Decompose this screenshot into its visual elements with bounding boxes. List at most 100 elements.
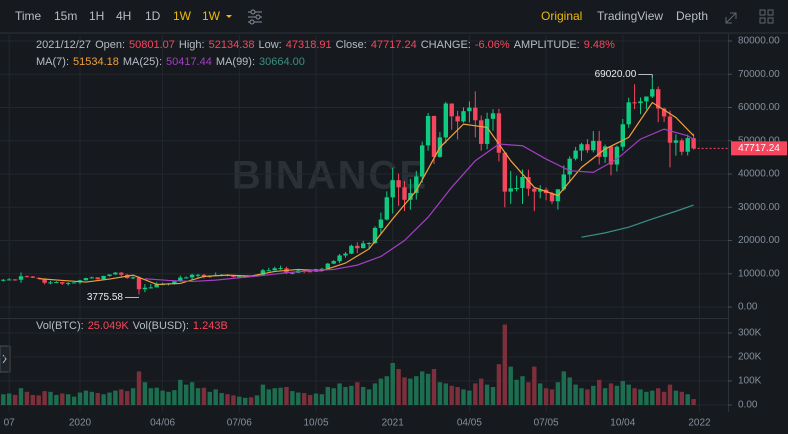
volume-bar [532, 366, 537, 406]
volume-bar [248, 397, 254, 406]
x-tick-label: 07/05 [534, 418, 559, 429]
view-tab-active[interactable]: Original [541, 9, 583, 23]
interval-button[interactable]: Time [15, 9, 42, 23]
ohlc-header: 2021/12/27 Open: 50801.07 High: 52134.38… [36, 39, 619, 51]
candle-body [626, 102, 631, 125]
volume-bar [107, 392, 112, 406]
volume-bar [543, 388, 549, 406]
legend-label: MA(25): [122, 56, 163, 68]
volume-bar [231, 395, 236, 406]
volume-bar [437, 382, 443, 406]
candle-body [620, 124, 625, 147]
volume-bar [490, 387, 496, 406]
volume-bar [473, 383, 478, 406]
volume-bar [467, 390, 472, 406]
interval-dropdown[interactable]: 1W [202, 9, 220, 23]
candle-body [597, 140, 602, 157]
candle-body [608, 146, 614, 165]
candle-body [107, 274, 112, 276]
volume-bar [278, 387, 283, 406]
value: 9.48% [583, 39, 615, 51]
volume-bar [136, 371, 142, 406]
y-tick-label: 20000.00 [738, 235, 780, 246]
settings-icon[interactable] [248, 9, 262, 25]
candle-body [585, 144, 590, 151]
max-label: 69020.00 [595, 69, 637, 80]
candle-body [396, 180, 401, 188]
candle-body [455, 116, 460, 122]
x-tick-label: 10/04 [610, 418, 635, 429]
candle-body [54, 282, 59, 284]
volume-bar [36, 395, 41, 406]
value: 47717.24 [370, 39, 417, 51]
candle-body [119, 272, 124, 275]
volume-bar [661, 391, 667, 406]
candle-body [579, 144, 584, 151]
candle-body [290, 272, 295, 274]
volume-bar [378, 378, 384, 406]
collapse-button[interactable] [0, 345, 11, 373]
volume-bar [638, 389, 643, 406]
candle-body [538, 189, 543, 192]
interval-button[interactable]: 4H [116, 9, 132, 23]
candle-body [449, 103, 454, 117]
candle-body [425, 115, 431, 146]
candle-body [142, 287, 148, 290]
view-tab[interactable]: TradingView [597, 9, 664, 23]
candle-body [567, 158, 572, 175]
volume-bar [296, 392, 301, 406]
y-tick-label: 40000.00 [738, 169, 780, 180]
volume-bar [272, 388, 277, 406]
volume-bar [260, 384, 266, 406]
label: Open: [95, 39, 126, 51]
interval-button-active[interactable]: 1W [173, 9, 191, 23]
min-label: 3775.58 [87, 292, 124, 303]
moving-average [144, 128, 694, 283]
x-tick-label: 2022 [688, 418, 711, 429]
interval-button[interactable]: 1D [145, 9, 161, 23]
volume-bar [597, 379, 602, 406]
interval-button[interactable]: 15m [54, 9, 78, 23]
candle-body [673, 140, 679, 143]
candle-body [71, 282, 77, 284]
candle-body [461, 111, 466, 122]
dropdown-caret[interactable] [226, 15, 232, 18]
ma-legend: MA(7): 51534.18 MA(25): 50417.44 MA(99):… [36, 56, 309, 68]
volume-bar [178, 379, 183, 406]
label: Low: [258, 39, 282, 51]
volume-bar [254, 395, 260, 406]
volume-bar [372, 383, 378, 406]
candle-body [632, 102, 637, 104]
volume-bar [673, 390, 679, 406]
candle-body [685, 138, 690, 152]
y-tick-label: 80000.00 [738, 36, 780, 47]
view-tab[interactable]: Depth [676, 9, 709, 23]
candle-body [136, 277, 142, 290]
candle-body [278, 268, 283, 270]
x-tick-label: 10/05 [303, 418, 328, 429]
volume-bar [449, 385, 454, 406]
legend-label: MA(99): [215, 56, 256, 68]
volume-bar [18, 388, 24, 406]
layout-icon[interactable] [759, 9, 774, 24]
x-tick-label: 2020 [69, 418, 92, 429]
volume-bar [425, 373, 431, 406]
candle-body [89, 277, 94, 279]
volume-bar [166, 391, 171, 406]
y-tick-label: 60000.00 [738, 102, 780, 113]
candle-body [520, 176, 525, 188]
volume-bar [302, 393, 307, 406]
candle-body [467, 107, 472, 112]
candle-body [260, 270, 266, 275]
candle-body [479, 120, 484, 144]
candle-body [148, 287, 153, 289]
fullscreen-icon[interactable] [725, 12, 737, 24]
volume-bar [420, 371, 425, 406]
legend-label: MA(7): [36, 56, 69, 68]
candle-body [532, 188, 537, 192]
candle-body [184, 277, 189, 279]
volume-bar [207, 391, 212, 406]
volume-bar [77, 392, 83, 406]
volume-bar [484, 384, 490, 406]
interval-button[interactable]: 1H [89, 9, 105, 23]
